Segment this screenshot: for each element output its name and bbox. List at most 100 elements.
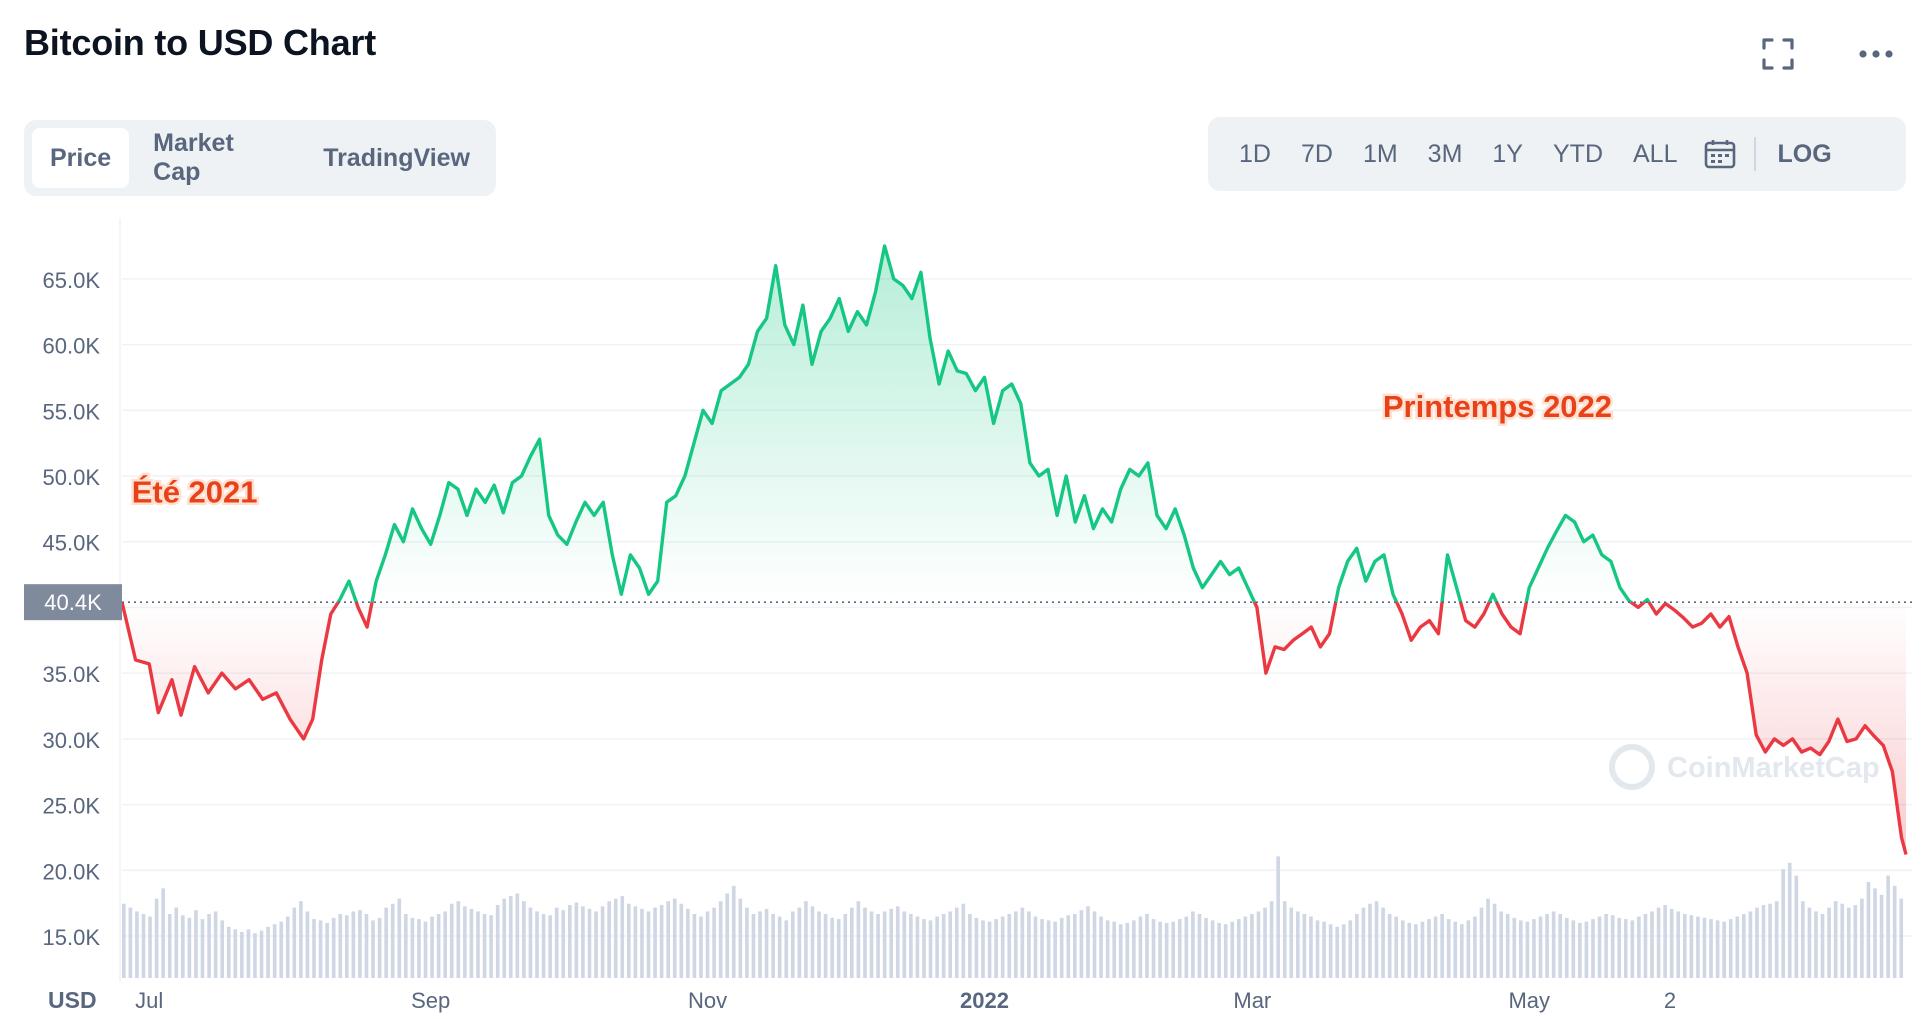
volume-bar <box>646 911 651 978</box>
volume-bar <box>1768 903 1772 978</box>
more-dots-icon[interactable] <box>1856 34 1896 74</box>
volume-bar <box>1676 911 1681 978</box>
x-tick-label: May <box>1508 988 1550 1013</box>
y-tick-label: 35.0K <box>43 662 101 687</box>
volume-bar <box>508 896 513 978</box>
price-chart[interactable]: CoinMarketCap 40.4K 15.0K 20.0K 25.0K 30.0K… <box>0 141 1926 1014</box>
volume-bar <box>299 901 303 978</box>
y-tick-label: 65.0K <box>43 268 101 293</box>
volume-bar <box>443 911 447 978</box>
volume-bar <box>574 902 579 978</box>
volume-bar <box>764 908 769 978</box>
volume-bar <box>1427 919 1431 978</box>
volume-bar <box>476 911 480 978</box>
volume-bar <box>1446 919 1451 978</box>
volume-bar <box>1296 911 1300 978</box>
volume-bar <box>627 903 631 978</box>
volume-bar <box>692 914 697 978</box>
volume-bar <box>397 898 402 978</box>
y-tick-label: 25.0K <box>43 794 101 819</box>
chart-actions <box>1758 34 1896 74</box>
range-ytd[interactable]: YTD <box>1553 139 1603 168</box>
volume-bar <box>876 914 880 978</box>
volume-bar <box>1197 914 1202 978</box>
volume-bar <box>1886 875 1890 978</box>
volume-bar <box>1492 903 1497 978</box>
tab-tradingview[interactable]: TradingView <box>323 143 470 172</box>
volume-bar <box>1171 921 1176 978</box>
volume-bar <box>1348 920 1353 978</box>
volume-bar <box>456 901 461 978</box>
volume-bar <box>384 907 388 978</box>
volume-bar <box>1407 922 1412 978</box>
volume-bar <box>1000 916 1005 978</box>
volume-bar <box>653 907 657 978</box>
volume-bar <box>922 919 926 978</box>
volume-bar <box>1742 914 1746 978</box>
volume-bar <box>613 898 618 978</box>
volume-bar <box>430 916 434 978</box>
volume-bar <box>331 917 336 978</box>
volume-bar <box>207 914 211 978</box>
volume-bar <box>371 920 375 978</box>
volume-bar <box>961 903 966 978</box>
volume-bar <box>1420 921 1425 978</box>
volume-bar <box>1118 924 1123 978</box>
volume-bar <box>830 917 834 978</box>
volume-bar <box>1394 916 1399 978</box>
volume-bar <box>863 907 867 978</box>
volume-bar <box>1715 920 1720 978</box>
volume-bar <box>1053 921 1057 978</box>
volume-bar <box>548 915 552 978</box>
chart-type-tabs: Price Market Cap TradingView <box>24 120 496 196</box>
volume-bar <box>817 911 821 978</box>
volume-bar <box>1315 920 1320 978</box>
volume-bar <box>279 921 284 978</box>
expand-icon[interactable] <box>1758 34 1798 74</box>
volume-bar <box>1669 908 1674 978</box>
volume-bar <box>1787 862 1792 978</box>
baseline-label: 40.4K <box>44 590 102 615</box>
volume-bar <box>1892 885 1897 978</box>
volume-bar <box>751 914 756 978</box>
calendar-icon[interactable] <box>1692 129 1748 179</box>
volume-bar <box>600 906 605 978</box>
range-all[interactable]: ALL <box>1633 139 1678 168</box>
tab-market-cap[interactable]: Market Cap <box>153 129 234 186</box>
volume-bar <box>1761 905 1766 978</box>
range-1m[interactable]: 1M <box>1362 139 1398 168</box>
volume-bar <box>699 916 703 978</box>
volume-bar <box>502 898 507 978</box>
watermark: CoinMarketCap <box>1609 744 1880 790</box>
volume-bar <box>515 893 520 978</box>
range-7d[interactable]: 7D <box>1300 139 1333 168</box>
volume-bar <box>1145 914 1149 978</box>
volume-bar <box>1650 911 1654 978</box>
volume-bar <box>777 916 782 978</box>
volume-bar <box>568 905 572 978</box>
range-divider <box>1754 137 1757 171</box>
volume-bar <box>345 915 349 978</box>
volume-bar <box>1866 882 1871 978</box>
volume-bar <box>377 917 382 978</box>
volume-bar <box>1879 894 1884 978</box>
volume-bar <box>1335 926 1339 978</box>
volume-bar <box>417 919 421 978</box>
volume-bar <box>1801 901 1805 978</box>
log-scale-toggle[interactable]: LOG <box>1777 139 1832 168</box>
volume-bar <box>541 914 546 978</box>
x-tick-label: Jul <box>135 988 163 1013</box>
volume-bar <box>1519 920 1523 978</box>
tab-price[interactable]: Price <box>32 128 130 188</box>
volume-bar <box>436 914 441 978</box>
volume-bar <box>1132 920 1136 978</box>
x-tick-label: Sep <box>411 988 450 1013</box>
volume-bar <box>292 907 297 978</box>
volume-bar <box>1151 919 1156 978</box>
range-3m[interactable]: 3M <box>1427 139 1463 168</box>
range-1y[interactable]: 1Y <box>1492 139 1523 168</box>
price-area <box>122 246 1906 855</box>
volume-bar <box>1066 915 1071 978</box>
range-1d[interactable]: 1D <box>1239 139 1271 168</box>
coinmarketcap-logo-icon <box>1609 744 1655 790</box>
